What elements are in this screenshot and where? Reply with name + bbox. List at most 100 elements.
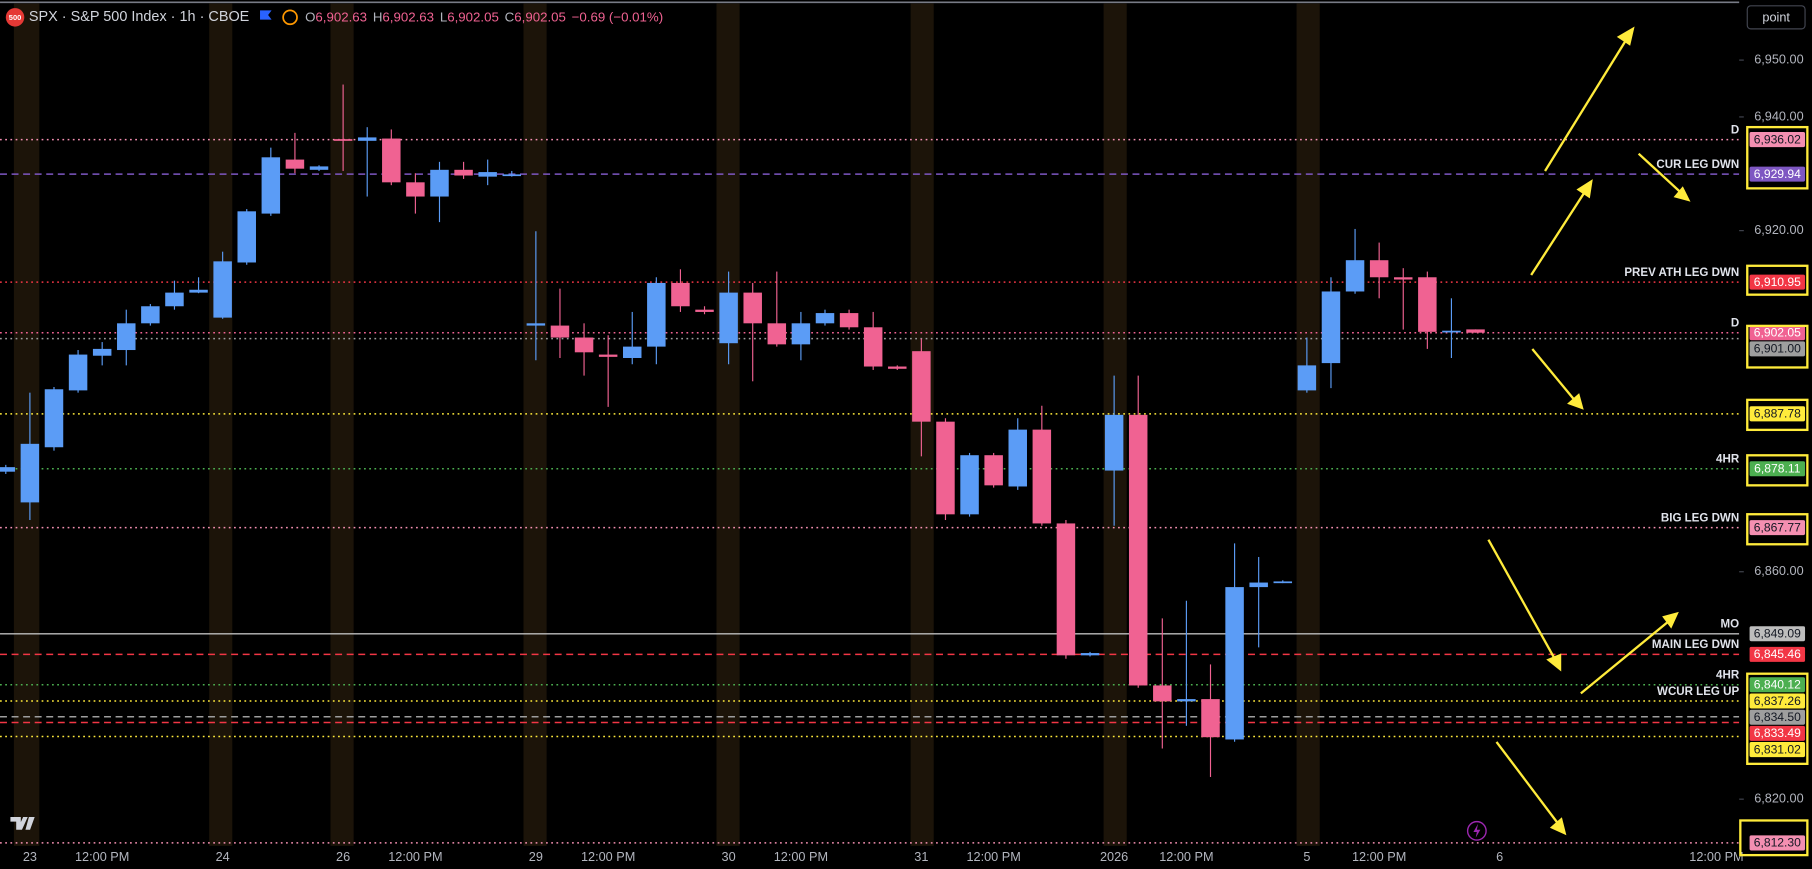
x-tick-label: 31 <box>914 849 928 864</box>
candle-body <box>454 169 473 176</box>
change: −0.69 (−0.01%) <box>572 9 663 24</box>
highlight-box <box>1746 125 1809 190</box>
arrow-head <box>1673 186 1691 202</box>
x-tick-label: 12:00 PM <box>1159 849 1213 864</box>
arrow <box>1637 152 1684 195</box>
candle-body <box>1032 429 1052 524</box>
price-tag-label: 6,887.78 <box>1754 407 1801 421</box>
y-tick-label: 6,860.00 <box>1754 563 1803 578</box>
price-tag-label: 6,845.46 <box>1754 647 1801 661</box>
session-band <box>716 3 740 846</box>
candle-body <box>0 467 16 472</box>
highlight-box <box>1746 513 1809 546</box>
arrow <box>1530 186 1589 276</box>
candle-body <box>550 325 570 338</box>
point-button-label[interactable]: point <box>1762 9 1790 24</box>
candle-body <box>1177 699 1196 702</box>
price-tag-label: 6,833.49 <box>1754 726 1801 740</box>
x-tick-label: 23 <box>23 849 37 864</box>
candle-body <box>117 323 136 351</box>
candle-body <box>1442 330 1461 333</box>
ohlc-key: O <box>305 9 315 24</box>
candle-body <box>695 309 714 312</box>
ohlc-value: 6,902.63 <box>315 9 367 24</box>
candle-body <box>526 323 546 326</box>
candle-body <box>333 139 353 141</box>
logo-text: 500 <box>9 13 22 22</box>
arrow-head <box>1576 179 1593 199</box>
header: 500 SPX · S&P 500 Index · 1h · CBOE O6,9… <box>5 8 663 27</box>
arrow-head <box>1616 26 1635 46</box>
candle-body <box>309 166 329 170</box>
candle-body <box>767 323 787 345</box>
ohlc: O6,902.63 H6,902.63 L6,902.05 C6,902.05 −0.6… <box>305 9 663 24</box>
price-tag <box>1749 406 1806 422</box>
highlight-box <box>1746 264 1809 296</box>
status-icon <box>282 9 298 26</box>
candle-body <box>912 351 931 422</box>
price-tag <box>1749 166 1806 182</box>
candle-body <box>1201 699 1220 738</box>
arrow-head <box>1546 653 1562 672</box>
candle-body <box>237 211 256 263</box>
highlight-box <box>1746 454 1809 487</box>
level-label: 4HR <box>1716 454 1740 466</box>
arrow <box>1531 348 1578 403</box>
x-tick-label: 26 <box>336 849 350 864</box>
candle-body <box>936 421 955 515</box>
candle-body <box>213 261 232 318</box>
x-tick-label: 12:00 PM <box>1352 849 1406 864</box>
price-tag-label: 6,840.12 <box>1754 678 1801 692</box>
highlight-boxes <box>1739 125 1809 857</box>
x-tick-label: 6 <box>1496 849 1503 864</box>
price-tag-label: 6,901.00 <box>1754 342 1801 356</box>
price-tag <box>1749 835 1806 851</box>
level-label: WCUR LEG UP <box>1657 686 1739 698</box>
candle-body <box>1394 277 1413 280</box>
candle-body <box>598 354 618 357</box>
brand-logo <box>10 816 35 830</box>
x-tick-label: 5 <box>1303 849 1310 864</box>
candle-body <box>622 346 642 358</box>
candle-body <box>382 138 401 183</box>
price-tag <box>1749 742 1806 758</box>
candle-body <box>1321 291 1341 364</box>
candle-body <box>1128 414 1148 686</box>
candle-body <box>1418 277 1437 332</box>
ohlc-value: 6,902.63 <box>382 9 434 24</box>
session-band <box>1296 3 1320 846</box>
level-label: CUR LEG DWN <box>1656 159 1739 171</box>
price-tags: 6,936.02 6,929.94 6,910.95 6,902.05 6,901.00… <box>1749 132 1806 851</box>
candle-body <box>671 282 690 307</box>
y-tick-label: 6,940.00 <box>1754 108 1803 123</box>
arrow-head <box>1549 817 1567 836</box>
candle-body <box>1273 581 1293 584</box>
annotation-arrows <box>1487 26 1691 836</box>
candle-body <box>1080 653 1100 656</box>
session-bands <box>13 3 1320 846</box>
candle-body <box>357 137 377 141</box>
x-tick-label: 24 <box>216 849 230 864</box>
x-tick-label: 30 <box>722 849 736 864</box>
price-tag <box>1749 626 1806 642</box>
ohlc-value: 6,902.05 <box>447 9 499 24</box>
price-tag <box>1749 677 1806 693</box>
level-label: D <box>1731 124 1739 136</box>
logo <box>5 8 25 27</box>
lightning-bolt <box>1473 823 1481 838</box>
candle-body <box>647 282 666 347</box>
price-tag-label: 6,910.95 <box>1754 275 1801 289</box>
candle-body <box>791 323 811 345</box>
point-button[interactable] <box>1746 5 1806 30</box>
price-tag <box>1749 520 1806 536</box>
ohlc-value: 6,902.05 <box>514 9 566 24</box>
candle-body <box>863 327 883 367</box>
price-tag <box>1749 725 1806 741</box>
highlight-box <box>1746 324 1809 369</box>
session-band <box>523 3 547 846</box>
symbol-title: SPX · S&P 500 Index · 1h · CBOE <box>29 9 250 25</box>
level-label: MAIN LEG DWN <box>1652 639 1739 651</box>
price-tag-label: 6,834.50 <box>1754 710 1801 724</box>
